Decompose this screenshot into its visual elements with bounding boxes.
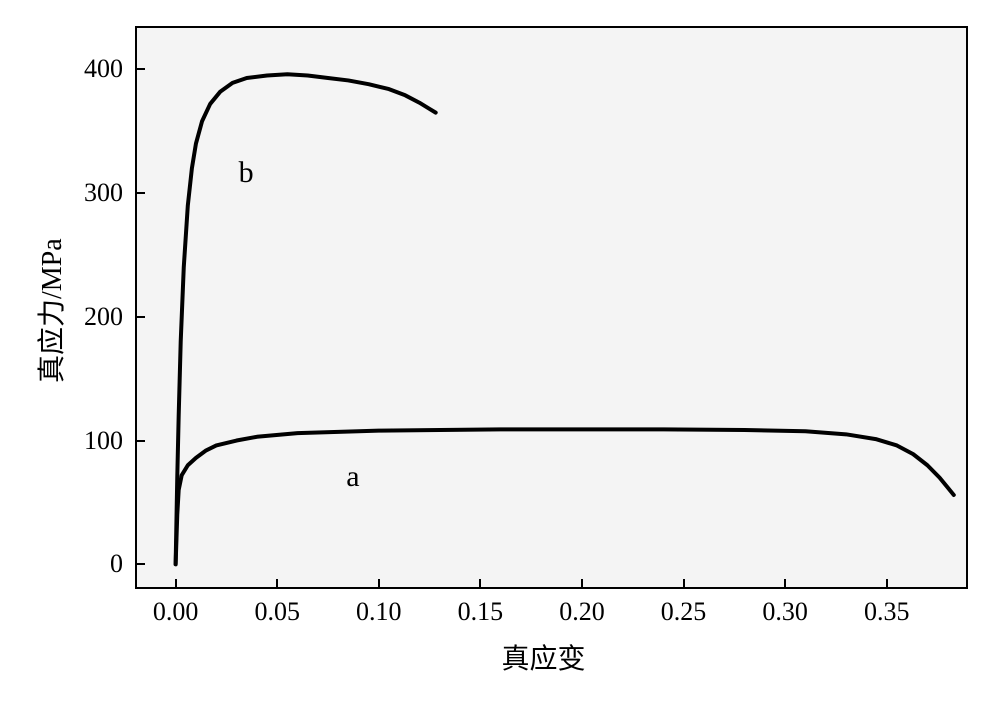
y-tick: [135, 68, 145, 70]
x-tick-label: 0.30: [762, 597, 808, 627]
x-tick-label: 0.15: [458, 597, 504, 627]
series-a-label: a: [346, 460, 359, 494]
y-tick: [135, 192, 145, 194]
x-tick: [683, 579, 685, 589]
series-b-line: [176, 74, 436, 564]
x-tick-label: 0.10: [356, 597, 402, 627]
series-a-line: [176, 429, 954, 564]
x-tick: [886, 579, 888, 589]
y-tick-label: 400: [0, 54, 123, 84]
x-tick: [276, 579, 278, 589]
y-tick: [135, 440, 145, 442]
y-tick-label: 100: [0, 426, 123, 456]
x-axis-title: 真应变: [502, 637, 586, 677]
x-tick: [479, 579, 481, 589]
x-tick-label: 0.20: [559, 597, 605, 627]
x-tick-label: 0.35: [864, 597, 910, 627]
series-b-label: b: [239, 156, 254, 190]
x-tick-label: 0.00: [153, 597, 199, 627]
stress-strain-chart: 01002003004000.000.050.100.150.200.250.3…: [0, 0, 1000, 709]
x-tick-label: 0.25: [661, 597, 707, 627]
y-tick-label: 300: [0, 178, 123, 208]
y-tick-label: 0: [0, 549, 123, 579]
x-tick: [378, 579, 380, 589]
x-tick-label: 0.05: [254, 597, 300, 627]
x-tick: [581, 579, 583, 589]
x-tick: [175, 579, 177, 589]
y-tick: [135, 316, 145, 318]
y-axis-title: 真应力/MPa: [30, 243, 70, 383]
x-tick: [784, 579, 786, 589]
y-tick: [135, 563, 145, 565]
